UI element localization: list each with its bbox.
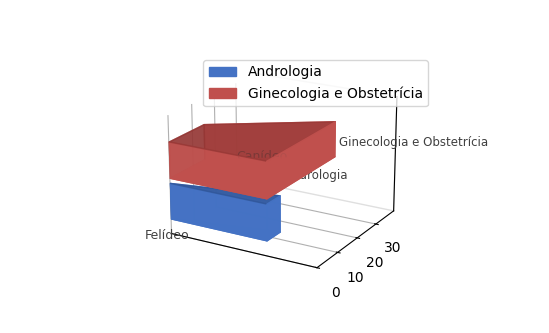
- Legend: Andrologia, Ginecologia e Obstetrícia: Andrologia, Ginecologia e Obstetrícia: [203, 60, 428, 106]
